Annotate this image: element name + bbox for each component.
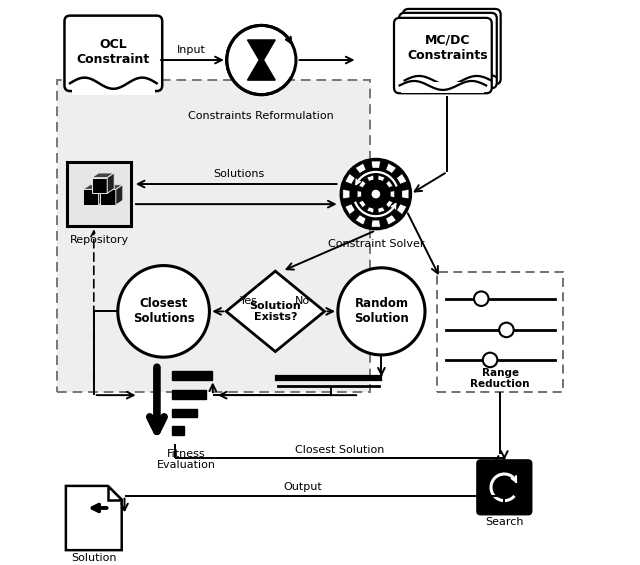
- Bar: [172, 427, 184, 436]
- Polygon shape: [378, 207, 385, 213]
- Polygon shape: [386, 215, 396, 225]
- Polygon shape: [83, 189, 99, 205]
- FancyBboxPatch shape: [58, 80, 371, 392]
- Circle shape: [118, 266, 209, 357]
- Text: MC/DC
Constraints: MC/DC Constraints: [407, 34, 488, 62]
- Polygon shape: [108, 486, 122, 500]
- Text: CBR: CBR: [88, 66, 111, 76]
- Polygon shape: [396, 204, 407, 215]
- Circle shape: [474, 292, 488, 306]
- Polygon shape: [83, 185, 106, 189]
- Polygon shape: [357, 191, 362, 197]
- Circle shape: [340, 158, 412, 231]
- Text: Closest
Solutions: Closest Solutions: [132, 297, 195, 325]
- FancyBboxPatch shape: [65, 16, 162, 91]
- Text: Solutions: Solutions: [213, 169, 264, 179]
- Text: Output: Output: [284, 483, 323, 492]
- Polygon shape: [386, 163, 396, 173]
- Circle shape: [358, 176, 394, 212]
- Text: Fitness
Evaluation: Fitness Evaluation: [156, 449, 216, 470]
- Polygon shape: [371, 161, 381, 168]
- FancyBboxPatch shape: [477, 460, 531, 514]
- Circle shape: [362, 180, 390, 208]
- Circle shape: [266, 74, 270, 78]
- Polygon shape: [390, 191, 394, 197]
- Text: Yes: Yes: [239, 296, 257, 306]
- Polygon shape: [343, 189, 350, 199]
- Text: Solution: Solution: [71, 553, 116, 563]
- Circle shape: [227, 25, 296, 95]
- Circle shape: [259, 74, 264, 78]
- Polygon shape: [345, 173, 355, 184]
- Polygon shape: [359, 201, 366, 208]
- Text: Input: Input: [177, 45, 206, 55]
- Text: No: No: [294, 296, 310, 306]
- Polygon shape: [345, 204, 355, 215]
- Polygon shape: [248, 40, 275, 60]
- Circle shape: [349, 168, 402, 220]
- Text: OCL
Constraint: OCL Constraint: [77, 38, 150, 66]
- Circle shape: [499, 323, 514, 337]
- Polygon shape: [386, 201, 393, 208]
- FancyBboxPatch shape: [401, 82, 484, 93]
- FancyBboxPatch shape: [72, 81, 155, 95]
- FancyBboxPatch shape: [410, 73, 493, 84]
- Polygon shape: [116, 185, 123, 205]
- FancyBboxPatch shape: [399, 13, 497, 88]
- Polygon shape: [226, 271, 324, 351]
- Polygon shape: [371, 220, 381, 227]
- Polygon shape: [66, 486, 122, 550]
- Text: Constraints Reformulation: Constraints Reformulation: [188, 111, 334, 121]
- Text: Range
Reduction: Range Reduction: [470, 368, 530, 389]
- Polygon shape: [108, 173, 114, 193]
- Polygon shape: [92, 177, 108, 193]
- Polygon shape: [396, 173, 407, 184]
- Polygon shape: [355, 163, 366, 173]
- Polygon shape: [355, 215, 366, 225]
- Polygon shape: [99, 185, 106, 205]
- Text: Repository: Repository: [70, 235, 129, 245]
- Polygon shape: [248, 60, 275, 80]
- Circle shape: [338, 268, 425, 355]
- Text: Random
Solution: Random Solution: [354, 297, 409, 325]
- FancyBboxPatch shape: [403, 9, 500, 84]
- Polygon shape: [386, 180, 393, 188]
- FancyBboxPatch shape: [437, 272, 563, 392]
- Polygon shape: [367, 175, 374, 181]
- Circle shape: [372, 190, 380, 198]
- Polygon shape: [402, 189, 409, 199]
- Polygon shape: [100, 189, 116, 205]
- Text: Constraint Solver: Constraint Solver: [328, 240, 424, 249]
- Polygon shape: [378, 175, 385, 181]
- Polygon shape: [100, 185, 123, 189]
- FancyBboxPatch shape: [67, 162, 131, 226]
- Bar: [172, 389, 205, 398]
- Polygon shape: [359, 180, 366, 188]
- FancyBboxPatch shape: [76, 60, 123, 82]
- Text: Closest Solution: Closest Solution: [295, 445, 384, 455]
- Polygon shape: [367, 207, 374, 213]
- Circle shape: [483, 353, 497, 367]
- FancyBboxPatch shape: [406, 77, 490, 88]
- Bar: [172, 371, 212, 380]
- Text: Solution
Exists?: Solution Exists?: [250, 301, 301, 322]
- Bar: [172, 408, 197, 418]
- Circle shape: [252, 74, 257, 78]
- FancyBboxPatch shape: [394, 18, 492, 93]
- Text: Search: Search: [485, 517, 524, 527]
- Polygon shape: [92, 173, 114, 177]
